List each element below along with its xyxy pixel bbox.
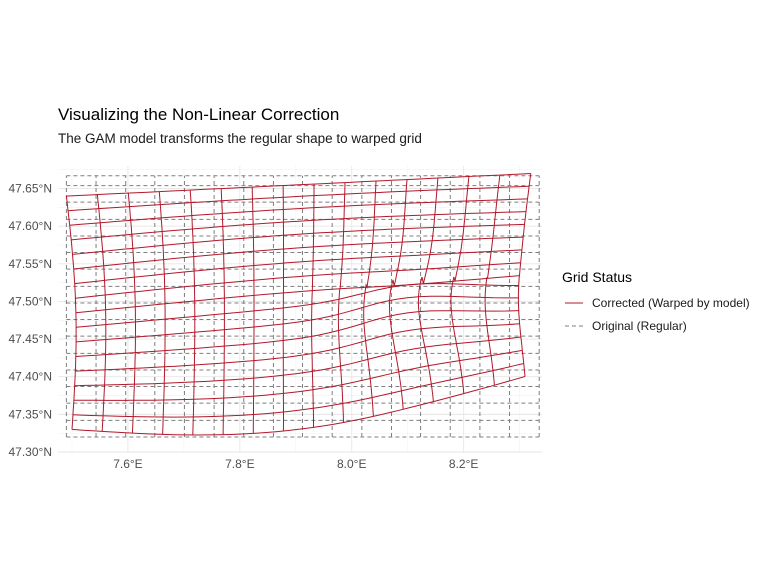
corrected-grid-line-horizontal [71, 376, 526, 436]
y-axis: 47.30°N 47.35°N 47.40°N 47.45°N 47.50°N 47.55… [9, 182, 53, 459]
y-tick-label: 47.35°N [9, 407, 53, 421]
legend-label: Corrected (Warped by model) [592, 296, 750, 310]
corrected-grid-line-horizontal [75, 275, 520, 314]
corrected-grid-line-horizontal [76, 295, 519, 343]
corrected-grid-line-horizontal [74, 249, 522, 285]
corrected-grid-line-horizontal [75, 323, 520, 372]
corrected-grid-line-vertical [96, 194, 107, 432]
y-tick-label: 47.65°N [9, 182, 53, 196]
legend: Grid Status Corrected (Warped by model) O… [562, 269, 750, 333]
corrected-grid-line-vertical [189, 190, 196, 435]
corrected-grid-line-horizontal [72, 363, 524, 418]
corrected-grid-line-vertical [517, 173, 532, 377]
corrected-grid-line-horizontal [72, 223, 525, 255]
chart-subtitle: The GAM model transforms the regular sha… [58, 131, 422, 146]
y-tick-label: 47.50°N [9, 294, 53, 308]
x-tick-label: 8.2°E [449, 457, 478, 471]
corrected-grid-line-vertical [388, 179, 408, 410]
corrected-grid-line-horizontal [73, 236, 524, 270]
legend-items: Corrected (Warped by model) Original (Reg… [565, 296, 750, 333]
legend-title: Grid Status [562, 269, 632, 285]
y-tick-label: 47.40°N [9, 370, 53, 384]
corrected-grid-line-horizontal [71, 211, 527, 241]
corrected-grid-line-horizontal [76, 283, 519, 328]
x-tick-label: 8.0°E [337, 457, 366, 471]
corrected-grid-series [65, 173, 532, 436]
x-tick-label: 7.6°E [113, 457, 142, 471]
y-tick-label: 47.60°N [9, 219, 53, 233]
original-grid-series [65, 175, 540, 438]
corrected-grid-line-vertical [127, 193, 136, 434]
corrected-grid-line-horizontal [66, 173, 531, 197]
corrected-grid-line-horizontal [75, 262, 521, 299]
legend-label: Original (Regular) [592, 319, 687, 333]
corrected-grid-line-horizontal [73, 349, 523, 401]
corrected-grid-line-horizontal [69, 198, 528, 226]
corrected-grid-line-horizontal [74, 336, 521, 387]
corrected-grid-line-vertical [417, 177, 439, 402]
y-tick-label: 47.45°N [9, 332, 53, 346]
x-axis: 7.6°E 7.8°E 8.0°E 8.2°E [113, 457, 478, 471]
chart-title: Visualizing the Non-Linear Correction [58, 105, 339, 124]
corrected-grid-line-vertical [363, 181, 377, 417]
corrected-grid-line-horizontal [68, 185, 530, 212]
x-tick-label: 7.8°E [225, 457, 254, 471]
panel-gridlines [58, 166, 542, 453]
y-tick-label: 47.30°N [9, 445, 53, 459]
corrected-grid-line-horizontal [75, 310, 519, 357]
corrected-grid-line-vertical [65, 196, 77, 430]
corrected-grid-line-vertical [158, 191, 166, 435]
y-tick-label: 47.55°N [9, 257, 53, 271]
